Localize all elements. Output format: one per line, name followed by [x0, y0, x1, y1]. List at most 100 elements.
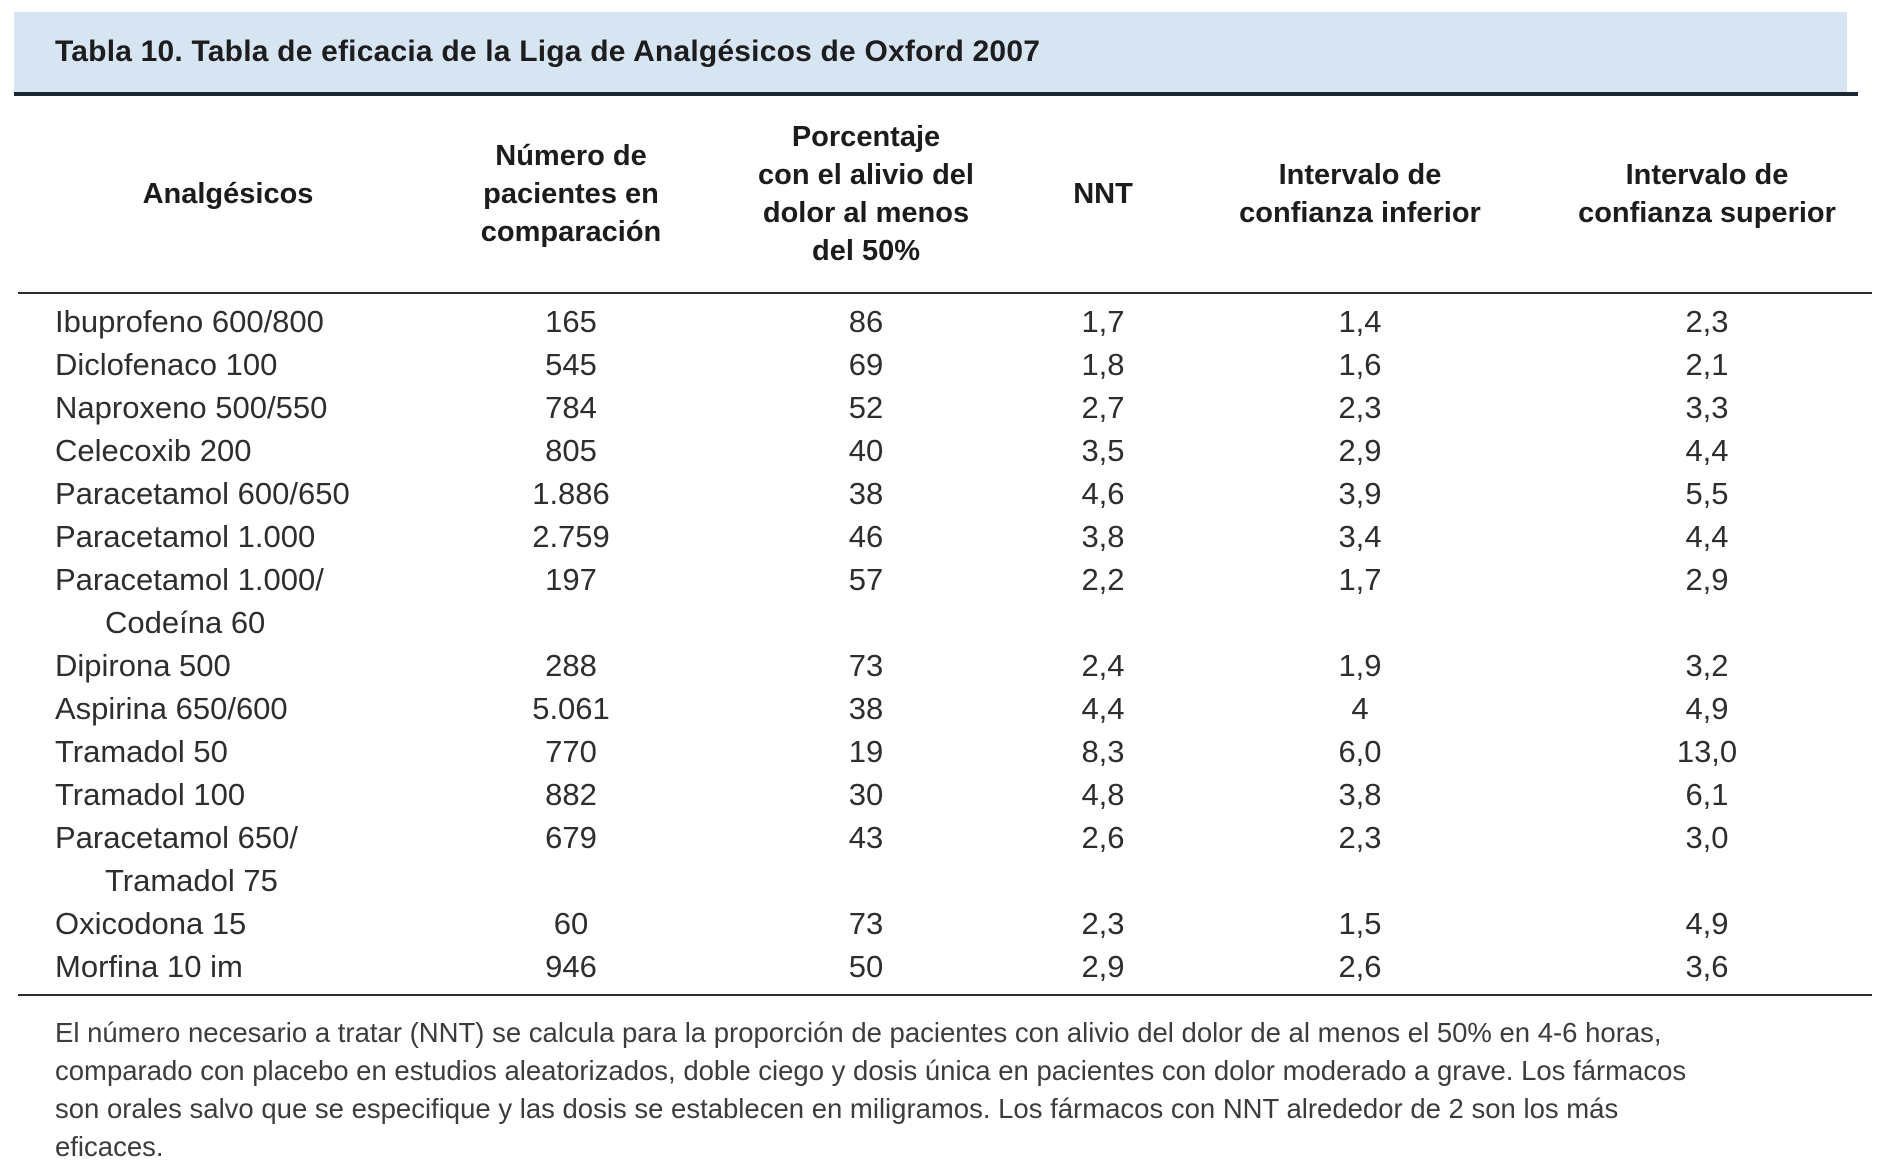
analgesic-name: Paracetamol 1.000/	[55, 562, 324, 597]
cell-percentage-relief: 30	[848, 777, 884, 812]
table-row: Aspirina 650/600 5.061 38 4,4 4 4,9	[18, 687, 1872, 730]
cell-patients: 165	[545, 304, 597, 339]
analgesic-name: Aspirina 650/600	[55, 691, 288, 726]
table-row: Ibuprofeno 600/800 165 86 1,7 1,4 2,3	[18, 300, 1872, 343]
cell-percentage-relief: 57	[848, 562, 884, 597]
cell-nnt: 2,2	[1081, 562, 1125, 597]
cell-patients: 545	[545, 347, 597, 382]
footnote-line: comparado con placebo en estudios aleato…	[55, 1055, 1687, 1086]
column-header: Intervalo de confianza inferior	[1239, 159, 1481, 229]
cell-analgesic: Oxicodona 15	[18, 902, 438, 945]
analgesic-name: Paracetamol 650/	[55, 820, 298, 855]
cell-nnt: 4,6	[1081, 476, 1125, 511]
cell-percentage-relief: 50	[848, 949, 884, 984]
cell-patients: 197	[545, 562, 597, 597]
cell-nnt: 1,7	[1081, 304, 1125, 339]
cell-analgesic: Naproxeno 500/550	[18, 386, 438, 429]
cell-ci-lower: 1,9	[1338, 648, 1382, 683]
cell-ci-upper: 6,1	[1685, 777, 1729, 812]
cell-nnt: 1,8	[1081, 347, 1125, 382]
cell-ci-lower: 1,4	[1338, 304, 1382, 339]
analgesic-name: Naproxeno 500/550	[55, 390, 328, 425]
column-header: Número de pacientes en comparación	[480, 140, 662, 248]
cell-patients: 770	[545, 734, 597, 769]
analgesic-name: Dipirona 500	[55, 648, 231, 683]
cell-analgesic: Celecoxib 200	[18, 429, 438, 472]
cell-patients: 805	[545, 433, 597, 468]
cell-nnt: 8,3	[1081, 734, 1125, 769]
cell-analgesic: Paracetamol 650/ Tramadol 75	[18, 816, 438, 902]
cell-analgesic: Ibuprofeno 600/800	[18, 300, 438, 343]
cell-analgesic: Aspirina 650/600	[18, 687, 438, 730]
cell-nnt: 4,8	[1081, 777, 1125, 812]
cell-analgesic: Paracetamol 600/650	[18, 472, 438, 515]
cell-ci-lower: 3,8	[1338, 777, 1382, 812]
table-row: Paracetamol 1.000/ Codeína 60 197 57 2,2…	[18, 558, 1872, 644]
table-row: Oxicodona 15 60 73 2,3 1,5 4,9	[18, 902, 1872, 945]
cell-patients: 288	[545, 648, 597, 683]
cell-percentage-relief: 73	[848, 906, 884, 941]
cell-ci-lower: 2,3	[1338, 820, 1382, 855]
table-title: Tabla 10. Tabla de eficacia de la Liga d…	[55, 35, 1041, 68]
cell-ci-lower: 1,5	[1338, 906, 1382, 941]
cell-patients: 5.061	[532, 691, 610, 726]
cell-ci-lower: 6,0	[1338, 734, 1382, 769]
table-header-row: Analgésicos Número de pacientes en comparac…	[18, 96, 1872, 294]
cell-ci-lower: 2,9	[1338, 433, 1382, 468]
column-header: Analgésicos	[142, 178, 314, 210]
analgesic-name: Celecoxib 200	[55, 433, 252, 468]
cell-nnt: 2,3	[1081, 906, 1125, 941]
cell-patients: 679	[545, 820, 597, 855]
table-row: Paracetamol 650/ Tramadol 75 679 43 2,6 …	[18, 816, 1872, 902]
cell-percentage-relief: 19	[848, 734, 884, 769]
cell-percentage-relief: 69	[848, 347, 884, 382]
cell-ci-lower: 1,7	[1338, 562, 1382, 597]
analgesic-name-continued: Codeína 60	[105, 605, 266, 640]
cell-nnt: 2,6	[1081, 820, 1125, 855]
cell-ci-lower: 3,4	[1338, 519, 1382, 554]
cell-ci-upper: 5,5	[1685, 476, 1729, 511]
cell-patients: 784	[545, 390, 597, 425]
cell-percentage-relief: 46	[848, 519, 884, 554]
efficacy-table: Analgésicos Número de pacientes en comparac…	[18, 96, 1872, 996]
table-row: Paracetamol 1.000 2.759 46 3,8 3,4 4,4	[18, 515, 1872, 558]
footnote-line: eficaces.	[55, 1131, 164, 1162]
cell-analgesic: Morfina 10 im	[18, 945, 438, 988]
analgesic-name: Ibuprofeno 600/800	[55, 304, 324, 339]
cell-analgesic: Tramadol 100	[18, 773, 438, 816]
cell-percentage-relief: 86	[848, 304, 884, 339]
cell-patients: 1.886	[532, 476, 610, 511]
cell-ci-upper: 2,1	[1685, 347, 1729, 382]
analgesic-name: Tramadol 100	[55, 777, 246, 812]
analgesic-name: Oxicodona 15	[55, 906, 247, 941]
analgesic-name: Tramadol 50	[55, 734, 228, 769]
cell-analgesic: Paracetamol 1.000/ Codeína 60	[18, 558, 438, 644]
cell-percentage-relief: 73	[848, 648, 884, 683]
cell-ci-lower: 3,9	[1338, 476, 1382, 511]
cell-patients: 2.759	[532, 519, 610, 554]
cell-percentage-relief: 43	[848, 820, 884, 855]
cell-analgesic: Dipirona 500	[18, 644, 438, 687]
analgesic-name: Paracetamol 1.000	[55, 519, 316, 554]
analgesic-name: Diclofenaco 100	[55, 347, 278, 382]
column-header: NNT	[1073, 178, 1133, 210]
cell-patients: 882	[545, 777, 597, 812]
cell-patients: 946	[545, 949, 597, 984]
table-footnote: El número necesario a tratar (NNT) se ca…	[55, 1014, 1855, 1166]
cell-ci-lower: 4	[1351, 691, 1369, 726]
cell-ci-upper: 2,3	[1685, 304, 1729, 339]
footnote-line: son orales salvo que se especifique y la…	[55, 1093, 1619, 1124]
cell-nnt: 4,4	[1081, 691, 1125, 726]
cell-ci-upper: 3,2	[1685, 648, 1729, 683]
column-header: Intervalo de confianza superior	[1578, 159, 1836, 229]
table-row: Naproxeno 500/550 784 52 2,7 2,3 3,3	[18, 386, 1872, 429]
cell-analgesic: Paracetamol 1.000	[18, 515, 438, 558]
cell-ci-upper: 4,9	[1685, 691, 1729, 726]
analgesic-name: Morfina 10 im	[55, 949, 243, 984]
rule-under-title	[14, 92, 1858, 96]
analgesic-name: Paracetamol 600/650	[55, 476, 350, 511]
table-title-band: Tabla 10. Tabla de eficacia de la Liga d…	[14, 12, 1847, 92]
cell-ci-upper: 3,6	[1685, 949, 1729, 984]
cell-nnt: 3,5	[1081, 433, 1125, 468]
